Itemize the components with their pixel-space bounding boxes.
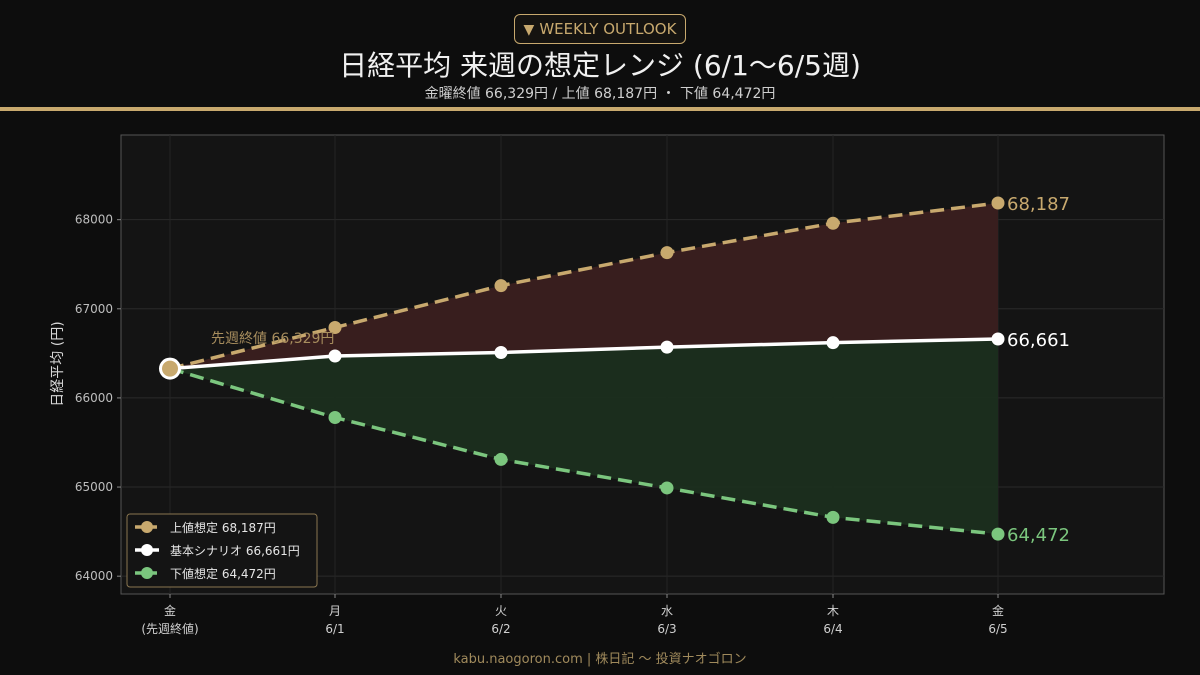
x-tick-label: 火	[495, 604, 507, 618]
x-tick-label: 6/1	[325, 622, 344, 636]
x-tick-label: 月	[329, 604, 341, 618]
upper-legend-marker	[141, 521, 153, 533]
base-data-point	[661, 341, 674, 354]
start-point	[162, 361, 178, 377]
y-tick-label: 64000	[75, 569, 113, 583]
x-tick-label: 6/3	[657, 622, 676, 636]
lower-data-point	[992, 528, 1005, 541]
x-tick-label: 6/2	[491, 622, 510, 636]
lower-data-point	[329, 411, 342, 424]
base-data-point	[495, 346, 508, 359]
base-end-label: 66,661	[1007, 330, 1070, 351]
base-legend-label: 基本シナリオ 66,661円	[170, 544, 300, 558]
y-tick-label: 67000	[75, 302, 113, 316]
lower-legend-label: 下値想定 64,472円	[170, 566, 276, 581]
x-tick-label: 6/5	[988, 622, 1007, 636]
base-data-point	[329, 350, 342, 363]
y-tick-label: 65000	[75, 480, 113, 494]
lower-data-point	[827, 511, 840, 524]
y-tick-label: 68000	[75, 213, 113, 227]
upper-data-point	[495, 279, 508, 292]
y-axis-label: 日経平均 (円)	[50, 321, 66, 406]
x-tick-label: 木	[827, 604, 839, 618]
x-tick-label: 6/4	[823, 622, 842, 636]
lower-data-point	[495, 453, 508, 466]
upper-end-label: 68,187	[1007, 194, 1070, 215]
y-tick-label: 66000	[75, 391, 113, 405]
x-tick-label: 金	[992, 603, 1004, 618]
x-tick-label: 金	[164, 603, 176, 618]
footer-credit: kabu.naogoron.com | 株日記 〜 投資ナオゴロン	[0, 648, 1200, 667]
last-close-annotation: 先週終値 66,329円	[211, 331, 334, 347]
upper-data-point	[992, 197, 1005, 210]
base-data-point	[827, 336, 840, 349]
lower-legend-marker	[141, 567, 153, 579]
lower-data-point	[661, 481, 674, 494]
base-data-point	[992, 333, 1005, 346]
base-legend-marker	[141, 544, 153, 556]
upper-legend-label: 上値想定 68,187円	[170, 520, 276, 535]
upper-data-point	[827, 217, 840, 230]
x-tick-label: 水	[661, 604, 673, 618]
lower-end-label: 64,472	[1007, 525, 1070, 546]
x-tick-label: (先週終値)	[141, 621, 198, 636]
upper-data-point	[661, 246, 674, 259]
